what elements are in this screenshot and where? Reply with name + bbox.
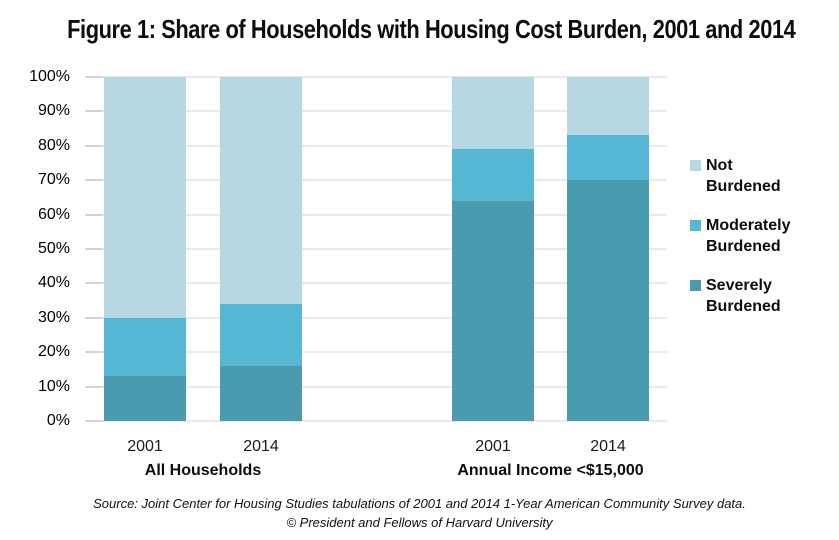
y-axis-tick xyxy=(85,248,103,250)
y-axis-label: 30% xyxy=(37,308,70,326)
x-axis-label: 2014 xyxy=(243,438,279,455)
bar-2001-2 xyxy=(452,77,534,421)
segment-severely-burdened xyxy=(452,200,534,421)
legend-label: Not Burdened xyxy=(706,157,781,195)
x-axis-label: 2001 xyxy=(475,438,511,455)
bar-2001-0 xyxy=(104,77,186,421)
segment-severely-burdened xyxy=(567,180,649,421)
source-line-1: Source: Joint Center for Housing Studies… xyxy=(93,496,746,511)
bar-2014-1 xyxy=(220,77,302,421)
segment-moderately-burdened xyxy=(452,149,534,201)
legend-label: Severely Burdened xyxy=(706,277,781,315)
y-axis-label: 40% xyxy=(37,274,70,292)
y-axis-label: 90% xyxy=(37,102,70,120)
y-axis-label: 0% xyxy=(46,412,70,429)
y-axis-tick xyxy=(85,76,103,78)
gridline xyxy=(86,420,667,422)
segment-not-burdened xyxy=(220,77,302,305)
segment-moderately-burdened xyxy=(220,304,302,366)
segment-moderately-burdened xyxy=(567,135,649,181)
source-note: Source: Joint Center for Housing Studies… xyxy=(0,494,839,532)
y-axis-label: 20% xyxy=(37,343,70,361)
y-axis-tick xyxy=(85,144,103,147)
segment-not-burdened xyxy=(104,77,186,318)
gridline xyxy=(86,144,667,147)
y-axis-tick xyxy=(85,213,103,216)
y-axis-tick xyxy=(85,110,103,113)
y-axis-tick xyxy=(85,385,103,388)
segment-severely-burdened xyxy=(220,365,302,421)
legend-item-not-burdened: Not Burdened xyxy=(690,155,801,197)
gridline xyxy=(86,248,667,250)
legend-item-moderately-burdened: Moderately Burdened xyxy=(690,215,801,257)
chart-title: Figure 1: Share of Households with Housi… xyxy=(67,14,796,44)
y-axis-tick xyxy=(85,316,103,319)
segment-moderately-burdened xyxy=(104,317,186,377)
gridline xyxy=(86,76,667,78)
segment-not-burdened xyxy=(567,77,649,136)
gridline xyxy=(86,110,667,113)
gridline xyxy=(86,385,667,388)
legend-label: Moderately Burdened xyxy=(706,217,791,255)
gridline xyxy=(86,316,667,319)
y-axis-tick xyxy=(85,351,103,354)
legend: Not Burdened Moderately Burdened Severely … xyxy=(690,155,801,335)
gridline xyxy=(86,282,667,285)
segment-not-burdened xyxy=(452,77,534,150)
x-axis-label: 2001 xyxy=(127,438,163,455)
legend-swatch-moderately-burdened xyxy=(690,220,701,231)
group-label-annual-income-15-000: Annual Income <$15,000 xyxy=(457,462,644,479)
y-axis-label: 100% xyxy=(29,68,70,85)
gridline xyxy=(86,213,667,216)
y-axis-tick xyxy=(85,179,103,182)
gridline xyxy=(86,179,667,182)
y-axis-label: 10% xyxy=(37,377,70,395)
legend-swatch-not-burdened xyxy=(690,160,701,171)
x-axis-label: 2014 xyxy=(590,438,626,455)
segment-severely-burdened xyxy=(104,376,186,421)
y-axis-label: 50% xyxy=(37,240,70,257)
y-axis-label: 80% xyxy=(37,136,70,154)
y-axis-label: 70% xyxy=(37,171,70,189)
y-axis-tick xyxy=(85,420,103,422)
source-line-2: © President and Fellows of Harvard Unive… xyxy=(286,515,553,530)
bar-2014-3 xyxy=(567,77,649,421)
gridline xyxy=(86,351,667,354)
group-label-all-households: All Households xyxy=(144,462,262,479)
y-axis-tick xyxy=(85,282,103,285)
legend-item-severely-burdened: Severely Burdened xyxy=(690,275,801,317)
y-axis-label: 60% xyxy=(37,205,70,223)
legend-swatch-severely-burdened xyxy=(690,280,701,291)
